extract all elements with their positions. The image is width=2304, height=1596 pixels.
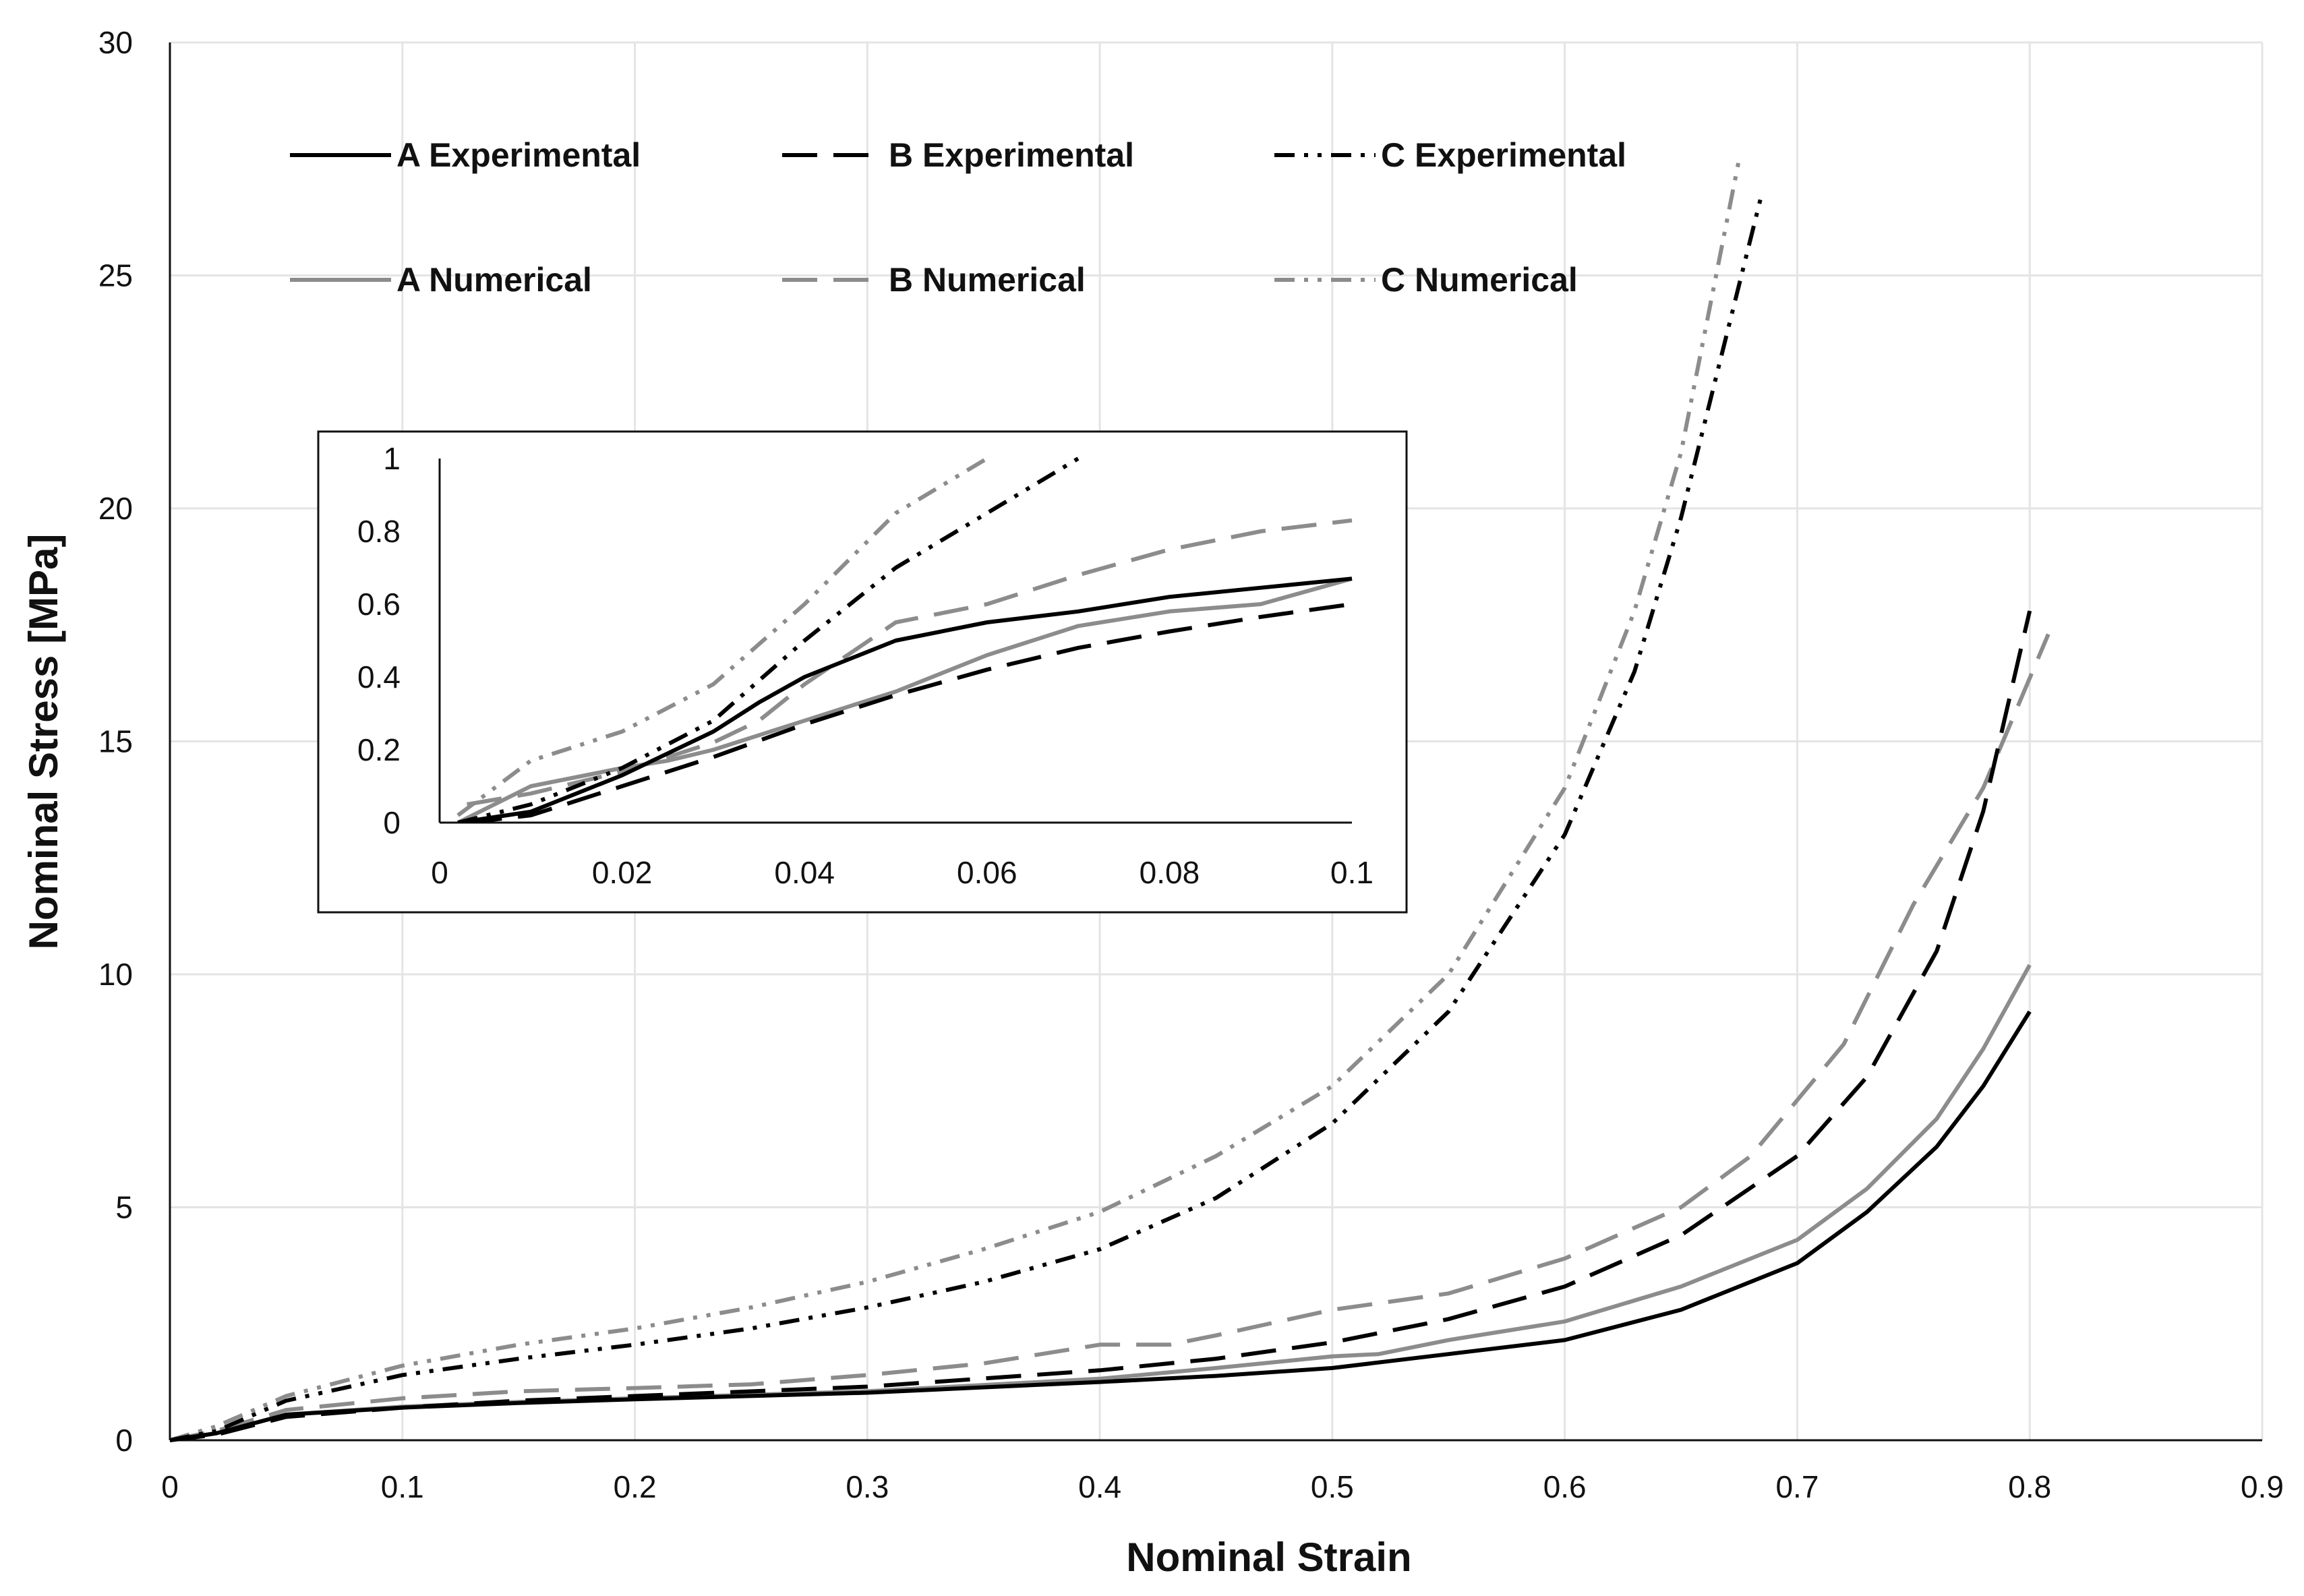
inset-chart: 0 0.02 0.04 0.06 0.08 0.1 0 0.2 0.4 0.6 0.8 1 (317, 430, 1408, 914)
main-series-group (169, 158, 2050, 1442)
legend-label: A Numerical (396, 261, 592, 299)
y-tick-label: 15 (98, 724, 133, 759)
inset-y-tick-label: 0.4 (357, 659, 401, 694)
inset-x-tick-label: 0.04 (774, 855, 835, 890)
legend: A Experimental B Experimental C Experiment… (290, 136, 1626, 299)
inset-x-tick-label: 0.06 (957, 855, 1017, 890)
inset-frame (317, 430, 1408, 914)
legend-label: B Numerical (889, 261, 1086, 299)
x-tick-label: 0.5 (1311, 1469, 1354, 1504)
legend-item-c-experimental: C Experimental (1274, 136, 1626, 174)
legend-label: A Experimental (396, 136, 641, 174)
inset-x-tick-label: 0 (431, 855, 448, 890)
legend-label: C Numerical (1381, 261, 1578, 299)
legend-label: C Experimental (1381, 136, 1626, 174)
inset-y-tick-label: 0.6 (357, 587, 401, 622)
y-tick-label: 20 (98, 491, 133, 526)
y-axis-title: Nominal Stress [MPa] (21, 534, 66, 950)
x-tick-label: 0.9 (2241, 1469, 2284, 1504)
legend-item-a-numerical: A Numerical (290, 261, 592, 299)
y-tick-label: 5 (115, 1190, 133, 1225)
inset-series-line-b-numerical (467, 518, 1353, 806)
series-line-b-numerical (169, 633, 2050, 1442)
inset-x-tick-label: 0.1 (1330, 855, 1373, 890)
inset-series-group (456, 456, 1353, 823)
main-x-tick-labels: 0 0.1 0.2 0.3 0.4 0.5 0.6 0.7 0.8 0.9 (161, 1469, 2284, 1504)
x-tick-label: 0 (161, 1469, 179, 1504)
inset-x-tick-label: 0.08 (1140, 855, 1200, 890)
inset-series-line-b-experimental (467, 602, 1353, 823)
main-axes (169, 42, 2262, 1442)
inset-series-line-c-numerical (456, 456, 988, 817)
y-tick-label: 10 (98, 957, 133, 992)
y-tick-label: 30 (98, 25, 133, 60)
series-line-c-numerical (169, 158, 1742, 1442)
legend-label: B Experimental (889, 136, 1134, 174)
inset-y-tick-label: 0 (383, 805, 401, 840)
x-tick-label: 0.6 (1543, 1469, 1587, 1504)
inset-series-line-a-numerical (456, 577, 1353, 823)
y-tick-label: 0 (115, 1423, 133, 1458)
legend-item-b-experimental: B Experimental (782, 136, 1134, 174)
legend-item-b-numerical: B Numerical (782, 261, 1086, 299)
x-axis-title: Nominal Strain (1126, 1535, 1411, 1580)
main-y-tick-labels: 0 5 10 15 20 25 30 (98, 25, 133, 1458)
series-line-b-experimental (169, 610, 2032, 1442)
legend-item-a-experimental: A Experimental (290, 136, 641, 174)
inset-x-tick-labels: 0 0.02 0.04 0.06 0.08 0.1 (431, 855, 1373, 890)
inset-series-line-a-experimental (457, 577, 1353, 823)
inset-x-tick-label: 0.02 (592, 855, 653, 890)
x-tick-label: 0.7 (1775, 1469, 1819, 1504)
x-tick-label: 0.2 (614, 1469, 657, 1504)
inset-y-tick-label: 1 (383, 441, 401, 476)
inset-y-tick-labels: 0 0.2 0.4 0.6 0.8 1 (357, 441, 401, 840)
inset-y-tick-label: 0.2 (357, 732, 401, 767)
x-tick-label: 0.3 (846, 1469, 889, 1504)
x-tick-label: 0.1 (381, 1469, 424, 1504)
legend-item-c-numerical: C Numerical (1274, 261, 1578, 299)
x-tick-label: 0.4 (1078, 1469, 1121, 1504)
y-tick-label: 25 (98, 258, 133, 293)
inset-y-tick-label: 0.8 (357, 514, 401, 549)
x-tick-label: 0.8 (2008, 1469, 2051, 1504)
